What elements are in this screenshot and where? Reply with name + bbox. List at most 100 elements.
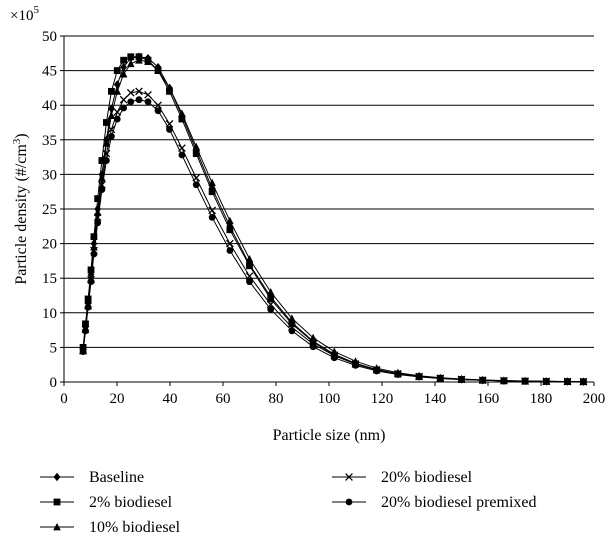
y-axis-title: Particle density (#/cm3) (11, 133, 30, 284)
y-axis-title-close: ) (13, 133, 30, 138)
data-point (87, 278, 95, 286)
data-point (192, 142, 201, 151)
data-point (135, 87, 143, 96)
data-point (309, 338, 317, 346)
data-point (178, 115, 186, 123)
data-point (226, 247, 234, 254)
series-line (82, 99, 584, 383)
x-tick-label: 80 (269, 391, 284, 407)
data-point (178, 151, 186, 159)
data-point (82, 327, 89, 335)
legend-label: 20% biodiesel premixed (381, 494, 537, 511)
data-point (288, 327, 296, 335)
data-point (192, 150, 200, 158)
data-point (226, 216, 234, 225)
data-point (267, 295, 275, 303)
data-point (166, 126, 173, 133)
data-point (208, 188, 216, 196)
y-multiplier-exponent: 5 (33, 4, 39, 16)
data-point (120, 62, 128, 72)
data-point (373, 367, 381, 375)
data-point (192, 181, 200, 189)
data-point (79, 348, 87, 355)
x-tick-label: 140 (424, 391, 447, 407)
data-point (113, 87, 122, 95)
y-tick-label: 10 (42, 306, 57, 322)
y-tick-label: 35 (42, 133, 57, 149)
legend-marker (53, 523, 61, 531)
data-point (93, 213, 102, 222)
data-point (245, 254, 254, 263)
legend-marker (53, 498, 61, 506)
data-point (521, 377, 529, 385)
data-point (113, 67, 121, 74)
y-tick-label: 30 (42, 167, 57, 183)
data-point (154, 107, 162, 115)
data-point (94, 219, 102, 227)
data-point (154, 66, 162, 74)
data-point (108, 132, 115, 140)
data-point (135, 96, 143, 104)
data-point (90, 250, 98, 258)
data-point (266, 288, 275, 296)
data-point (542, 378, 550, 385)
y-tick-label: 0 (50, 375, 58, 391)
legend-label: Baseline (89, 469, 144, 486)
data-point (126, 88, 135, 97)
data-point (288, 320, 296, 328)
data-point (330, 354, 338, 362)
data-point (208, 178, 216, 187)
data-point (84, 295, 92, 303)
data-point (309, 343, 317, 351)
legend-item: 20% biodiesel (332, 469, 473, 486)
data-point (144, 98, 152, 106)
data-point (93, 208, 102, 216)
legend-marker (345, 473, 353, 481)
data-point (119, 95, 128, 104)
data-point (84, 303, 92, 311)
data-point (108, 104, 115, 113)
data-point (154, 101, 162, 110)
data-point (352, 361, 359, 369)
data-point (87, 266, 95, 274)
y-multiplier-base: ×10 (10, 8, 33, 24)
data-point (107, 125, 116, 134)
y-tick-label: 40 (42, 98, 57, 114)
legend-marker (53, 472, 61, 482)
data-point (309, 333, 317, 342)
data-point (98, 157, 106, 164)
y-ticks: 0 5 10 15 20 25 30 35 40 45 50 (42, 29, 64, 391)
x-tick-label: 180 (530, 391, 553, 407)
data-point (98, 180, 106, 189)
x-tick-label: 100 (318, 391, 341, 407)
data-point (208, 213, 216, 221)
y-multiplier-label: ×105 (10, 4, 39, 24)
y-gridlines (64, 35, 594, 348)
data-point (113, 115, 121, 123)
data-point (144, 90, 152, 99)
data-point (178, 109, 186, 117)
x-axis-title: Particle size (nm) (273, 427, 386, 444)
data-point (94, 195, 102, 203)
legend-marker (345, 498, 353, 506)
data-point (135, 56, 143, 64)
y-tick-label: 25 (42, 202, 57, 218)
data-point (436, 375, 444, 382)
x-tick-label: 40 (163, 391, 178, 407)
data-point (246, 262, 253, 270)
data-point (119, 70, 128, 78)
data-point (394, 371, 402, 378)
data-point (166, 87, 173, 95)
legend-item: Baseline (40, 469, 144, 486)
data-point (103, 157, 110, 164)
data-point (107, 111, 116, 119)
x-ticks: 0 20 40 60 80 100 120 140 160 180 200 (60, 382, 605, 407)
y-tick-label: 50 (42, 29, 57, 45)
data-point (103, 119, 110, 126)
series-layer (79, 52, 588, 386)
x-tick-label: 0 (60, 391, 68, 407)
data-point (120, 104, 128, 112)
x-tick-label: 200 (583, 391, 606, 407)
data-point (246, 278, 253, 286)
